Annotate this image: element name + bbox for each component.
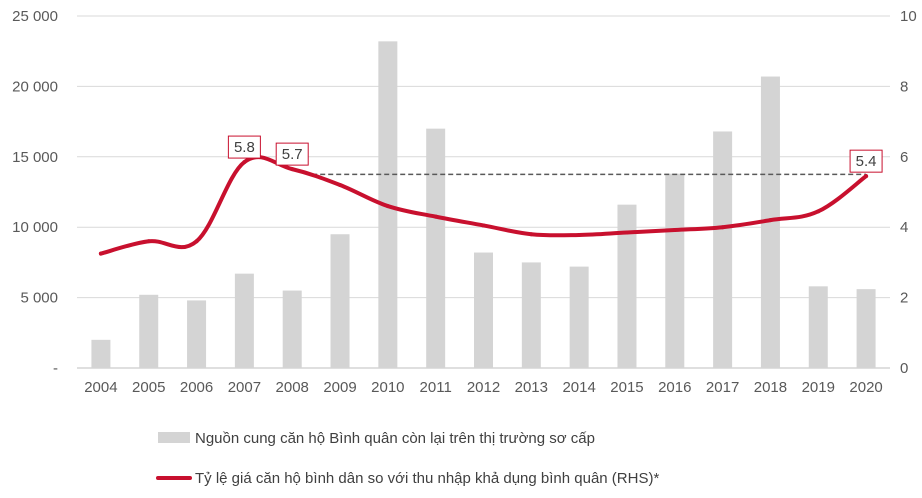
line-point — [672, 228, 677, 233]
line-series — [98, 155, 869, 256]
data-label-box — [227, 135, 261, 159]
x-tick-label: 2010 — [371, 379, 404, 396]
line-point — [720, 225, 725, 230]
bar — [856, 289, 876, 368]
line-point — [768, 218, 773, 223]
bar — [139, 294, 159, 368]
data-labels: 5.8 5.7 5.4 — [227, 135, 883, 173]
bar — [474, 252, 493, 368]
x-tick-label: 2009 — [323, 379, 356, 396]
bar-series — [91, 41, 876, 369]
bar — [330, 234, 350, 368]
line-point — [290, 167, 295, 172]
bar — [569, 266, 589, 368]
legend-swatch-bars — [158, 432, 190, 443]
y-left-tick-label: 5 000 — [20, 290, 58, 307]
line-point — [529, 232, 534, 237]
y-right-tick-label: 0 — [900, 360, 908, 377]
bar — [187, 300, 207, 368]
y-left-tick-label: - — [53, 360, 58, 377]
x-tick-label: 2011 — [420, 379, 452, 396]
y-right-tick-label: 10 — [900, 8, 917, 25]
y-right-tick-label: 4 — [900, 219, 908, 236]
data-label-box — [275, 142, 309, 166]
y-left-tick-label: 15 000 — [12, 149, 58, 166]
y-right-tick-label: 8 — [900, 78, 908, 95]
line-point — [433, 214, 438, 219]
x-tick-label: 2019 — [802, 379, 835, 396]
legend: Nguồn cung căn hộ Bình quân còn lại trên… — [156, 430, 659, 487]
bar — [665, 173, 685, 368]
bar — [760, 76, 780, 368]
y-axis-left: - 5 000 10 000 15 000 20 000 25 000 — [12, 8, 58, 377]
bar — [617, 204, 637, 368]
x-tick-label: 2007 — [228, 379, 261, 396]
y-right-tick-label: 2 — [900, 290, 908, 307]
x-tick-label: 2017 — [706, 379, 739, 396]
bar — [234, 273, 254, 368]
x-axis: 2004 2005 2006 2007 2008 2009 2010 2011 2012 2013… — [84, 379, 883, 396]
line-point — [194, 239, 199, 244]
x-tick-label: 2013 — [515, 379, 548, 396]
line-point — [98, 251, 103, 256]
x-tick-label: 2020 — [849, 379, 882, 396]
line-point — [338, 182, 343, 187]
x-tick-label: 2015 — [610, 379, 643, 396]
data-label: 5.4 — [856, 153, 877, 170]
line-point — [577, 232, 582, 237]
y-axis-right: 0 2 4 6 8 10 — [900, 8, 917, 377]
line-point — [481, 223, 486, 228]
bar — [91, 339, 111, 368]
x-tick-label: 2016 — [658, 379, 691, 396]
x-tick-label: 2012 — [467, 379, 500, 396]
x-tick-label: 2005 — [132, 379, 165, 396]
y-left-tick-label: 25 000 — [12, 8, 58, 25]
data-label-box — [849, 149, 883, 173]
y-left-tick-label: 10 000 — [12, 219, 58, 236]
line-point — [816, 209, 821, 214]
x-tick-label: 2018 — [754, 379, 787, 396]
legend-label-bars: Nguồn cung căn hộ Bình quân còn lại trên… — [195, 430, 595, 447]
line-point — [864, 174, 869, 179]
x-tick-label: 2006 — [180, 379, 213, 396]
x-tick-label: 2014 — [562, 379, 595, 396]
line-point — [385, 204, 390, 209]
bar — [521, 262, 541, 368]
legend-label-line: Tỷ lệ giá căn hộ bình dân so với thu nhậ… — [195, 470, 659, 487]
line-point — [146, 239, 151, 244]
bar — [713, 131, 733, 368]
y-right-tick-label: 6 — [900, 149, 908, 166]
bar — [426, 128, 446, 368]
line-path — [98, 155, 869, 256]
bar — [282, 290, 302, 368]
data-label: 5.7 — [282, 146, 303, 163]
line-point — [624, 230, 629, 235]
bar — [808, 286, 828, 368]
data-label: 5.8 — [234, 139, 255, 156]
x-tick-label: 2008 — [276, 379, 309, 396]
x-tick-label: 2004 — [84, 379, 117, 396]
line-point — [242, 160, 247, 165]
y-left-tick-label: 20 000 — [12, 78, 58, 95]
